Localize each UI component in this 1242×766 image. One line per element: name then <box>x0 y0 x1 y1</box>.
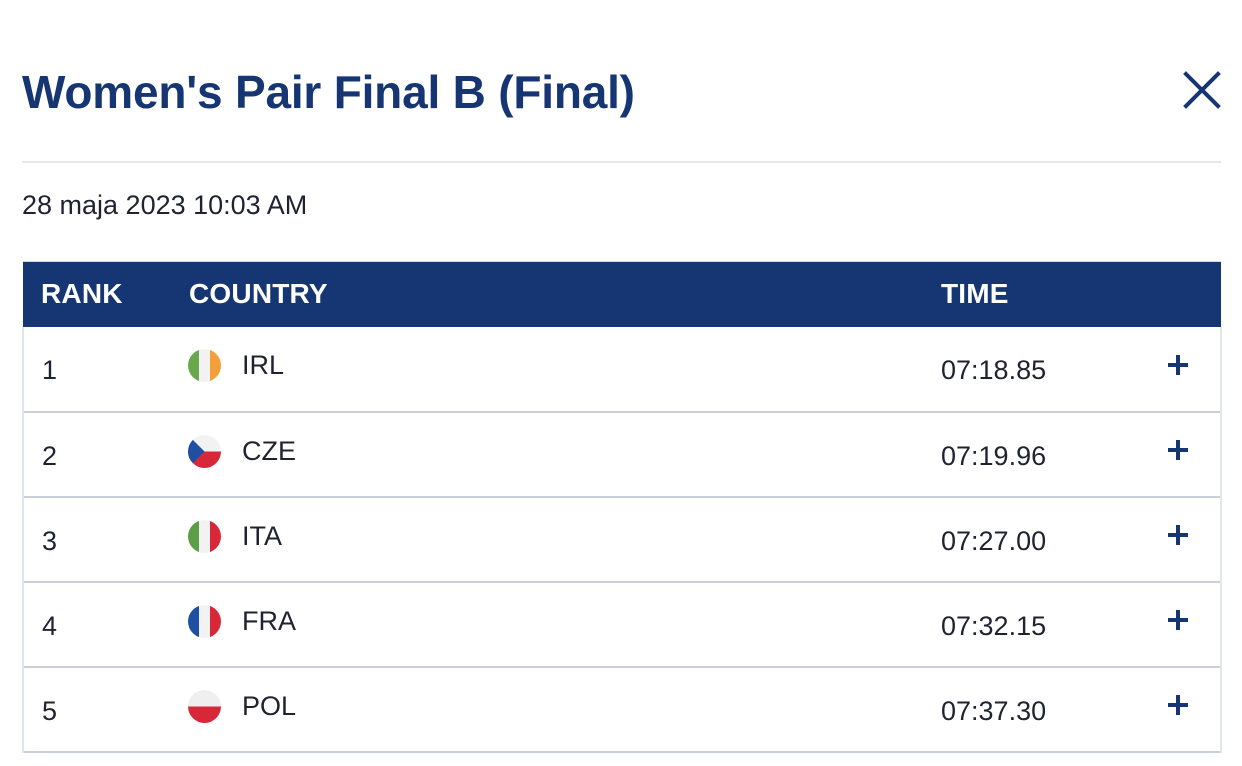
time-cell: 07:27.00 <box>941 525 1047 556</box>
rank-cell: 5 <box>22 666 173 752</box>
plus-icon[interactable] <box>1167 609 1189 631</box>
plus-icon[interactable] <box>1167 524 1189 546</box>
results-table: RANK COUNTRY TIME 1 IRL <box>22 261 1222 753</box>
italy-flag-icon <box>188 519 221 553</box>
event-date: 28 maja 2023 10:03 AM <box>22 190 308 220</box>
czech-flag-icon <box>188 434 221 468</box>
table-row[interactable]: 5 POL 07:37.30 <box>22 666 1222 752</box>
time-cell: 07:37.30 <box>941 695 1047 726</box>
header-divider <box>22 161 1221 163</box>
rank-cell: 1 <box>22 326 173 412</box>
country-code: FRA <box>242 605 296 636</box>
country-code: CZE <box>242 435 296 466</box>
country-code: IRL <box>242 350 285 380</box>
header-expand <box>1137 261 1221 327</box>
rank-cell: 4 <box>22 581 173 667</box>
rank-cell: 3 <box>22 496 173 582</box>
close-icon <box>1183 71 1221 109</box>
header-time: TIME <box>941 261 1137 327</box>
france-flag-icon <box>188 604 221 638</box>
modal-title: Women's Pair Final B (Final) <box>22 66 635 118</box>
header-country: COUNTRY <box>173 261 941 327</box>
country-code: POL <box>242 690 297 721</box>
table-row[interactable]: 4 FRA 07:32.15 <box>22 581 1222 667</box>
table-row[interactable]: 1 IRL 07:18.85 <box>22 326 1222 412</box>
time-cell: 07:18.85 <box>941 355 1047 385</box>
table-row[interactable]: 3 ITA 07:27.00 <box>22 496 1222 582</box>
close-button[interactable] <box>1180 68 1226 114</box>
poland-flag-icon <box>188 689 221 723</box>
plus-icon[interactable] <box>1167 694 1189 716</box>
header-rank: RANK <box>23 261 173 327</box>
plus-icon[interactable] <box>1167 354 1189 376</box>
plus-icon[interactable] <box>1167 439 1189 461</box>
time-cell: 07:19.96 <box>941 440 1047 471</box>
table-header-row: RANK COUNTRY TIME <box>23 261 1221 327</box>
country-code: ITA <box>242 520 282 551</box>
ireland-flag-icon <box>188 349 221 382</box>
time-cell: 07:32.15 <box>941 610 1047 641</box>
rank-cell: 2 <box>22 411 173 497</box>
table-row[interactable]: 2 CZE 07:19.96 <box>22 411 1222 497</box>
